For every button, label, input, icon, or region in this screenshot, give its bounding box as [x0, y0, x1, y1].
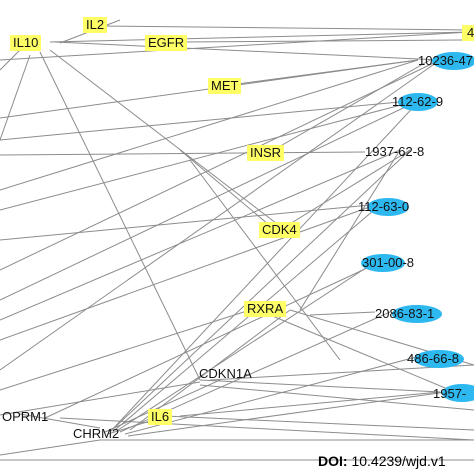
node-il10: IL10 [10, 35, 42, 51]
node-112-62-9: 112-62-9 [392, 94, 444, 109]
edge-16 [0, 151, 366, 156]
edge-20 [0, 149, 401, 321]
edge-45 [164, 415, 474, 431]
edge-35 [114, 204, 381, 431]
compound-oval-1957 [442, 384, 474, 402]
node-301-00-8: 301-00-8 [362, 255, 415, 270]
edge-51 [199, 384, 474, 411]
node-chrm2: CHRM2 [73, 426, 120, 441]
edge-43 [19, 413, 101, 429]
edge-9 [0, 54, 31, 141]
compound-oval-10236 [432, 52, 474, 70]
compound-oval-112-62-9 [398, 93, 438, 111]
compound-oval-2086-83-1 [392, 305, 442, 323]
edge-1 [54, 41, 441, 61]
node-1957: 1957- [433, 386, 467, 401]
node-cdk4: CDK4 [259, 222, 300, 238]
node-112-63-0: 112-63-0 [358, 199, 410, 214]
node-met: MET [208, 78, 242, 94]
edge-34 [111, 149, 411, 431]
edge-28 [309, 311, 376, 316]
edge-21 [0, 204, 376, 341]
edge-32 [199, 379, 441, 393]
edge-19 [0, 99, 421, 301]
node-rxra: RXRA [244, 301, 287, 317]
edge-8 [39, 51, 201, 381]
node-insr: INSR [247, 145, 285, 161]
edge-47 [44, 261, 381, 419]
node-egfr: EGFR [145, 35, 188, 51]
edge-46 [179, 391, 441, 417]
edge-7 [49, 49, 286, 231]
edge-14 [0, 99, 421, 211]
edge-52 [299, 149, 401, 311]
node-il6: IL6 [148, 409, 173, 425]
edge-18 [0, 59, 441, 271]
compound-oval-301-00-8 [361, 254, 405, 272]
edge-41 [104, 379, 221, 433]
node-cdkn1a: CDKN1A [199, 366, 252, 381]
node-1937-62-8: 1937-62-8 [365, 144, 425, 159]
edge-25 [279, 149, 411, 231]
edge-6 [0, 31, 471, 61]
edge-15 [269, 59, 431, 153]
edge-13 [0, 59, 419, 191]
edge-33 [109, 99, 421, 433]
edge-27 [189, 159, 341, 361]
edge-17 [0, 204, 371, 241]
node-oprm1: OPRM1 [2, 409, 49, 424]
node-10236-47: 10236-47 [418, 53, 473, 68]
edge-24 [0, 381, 201, 416]
edge-38 [124, 355, 421, 435]
doi-label: DOI: [318, 453, 348, 469]
node-2086-83-1: 2086-83-1 [375, 306, 435, 321]
edge-26 [179, 149, 276, 231]
edge-49 [0, 439, 101, 456]
edge-22 [0, 59, 441, 371]
edge-39 [127, 391, 447, 437]
doi-footer: DOI: 10.4239/wjd.v1 [318, 452, 446, 470]
edge-0 [49, 31, 471, 43]
edge-3 [99, 25, 471, 31]
compound-oval-112-63-0 [367, 198, 409, 216]
doi-value: 10.4239/wjd.v1 [351, 453, 446, 469]
edge-23 [0, 309, 251, 391]
node-486-66-8: 486-66-8 [407, 351, 460, 366]
node-il2: IL2 [83, 17, 108, 33]
edge-12 [0, 99, 421, 141]
edge-30 [269, 314, 474, 401]
edge-36 [117, 261, 376, 431]
node-partial-top: 4 [462, 25, 474, 41]
compound-oval-486-66-8 [414, 350, 464, 368]
edge-48 [59, 417, 474, 441]
